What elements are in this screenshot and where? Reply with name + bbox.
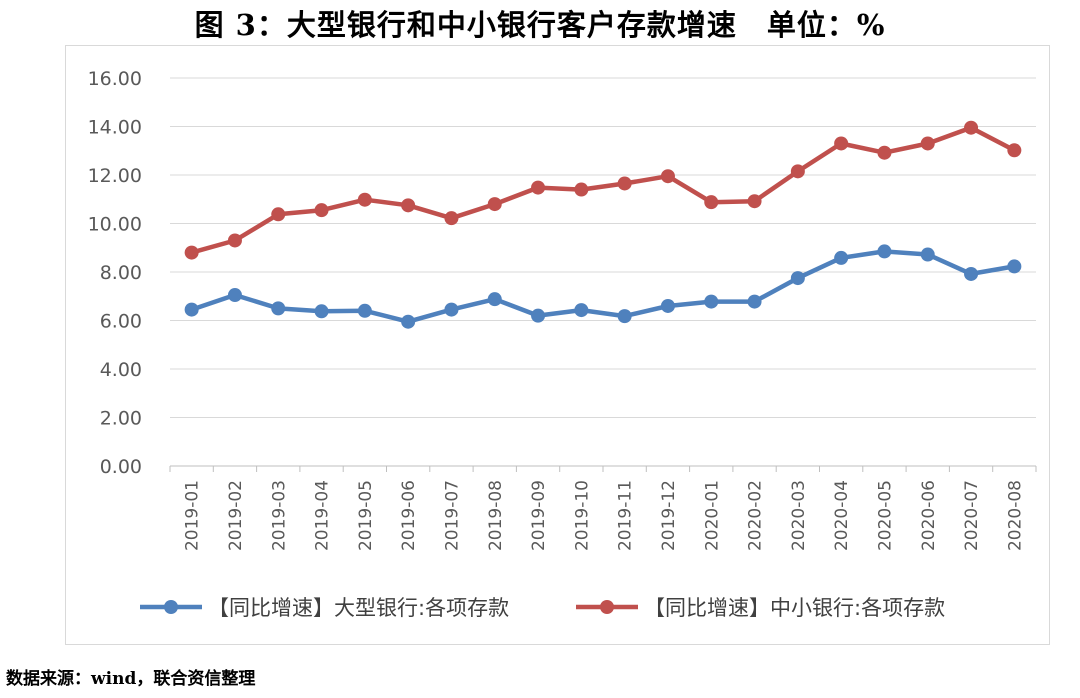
data-point — [227, 233, 242, 248]
x-tick-label: 2020-04 — [832, 480, 852, 551]
legend-swatch-marker — [164, 600, 178, 614]
data-point — [184, 245, 199, 260]
y-tick-label: 10.00 — [88, 214, 142, 236]
data-point — [834, 250, 849, 265]
data-point — [487, 197, 502, 212]
data-point — [227, 288, 242, 303]
x-tick-label: 2020-03 — [789, 480, 809, 551]
y-tick-label: 8.00 — [100, 262, 142, 284]
y-tick-label: 14.00 — [88, 117, 142, 139]
data-point — [920, 247, 935, 262]
data-point — [704, 294, 719, 309]
data-point — [1007, 143, 1022, 158]
data-point — [487, 292, 502, 307]
legend-label: 【同比增速】中小银行:各项存款 — [644, 596, 945, 620]
legend-swatch-marker — [600, 600, 614, 614]
data-point — [444, 211, 459, 226]
data-point — [964, 120, 979, 135]
data-point — [617, 176, 632, 191]
x-tick-label: 2019-02 — [226, 480, 246, 551]
data-point — [704, 195, 719, 210]
x-tick-label: 2020-02 — [746, 480, 766, 551]
data-point — [747, 194, 762, 209]
series-line-2 — [191, 125, 1016, 255]
data-point — [747, 294, 762, 309]
y-tick-label: 0.00 — [100, 456, 142, 478]
chart-frame — [65, 45, 1050, 645]
source-note: 数据来源：wind，联合资信整理 — [6, 669, 256, 689]
y-tick-label: 12.00 — [88, 165, 142, 187]
x-tick-label: 2020-07 — [962, 480, 982, 551]
data-point — [1007, 259, 1022, 274]
x-tick-label: 2020-01 — [702, 480, 722, 551]
data-point — [964, 266, 979, 281]
x-tick-label: 2019-09 — [529, 480, 549, 551]
data-point — [531, 308, 546, 323]
x-tick-label: 2019-07 — [442, 480, 462, 551]
data-point — [271, 301, 286, 316]
data-point — [920, 136, 935, 151]
data-point — [660, 169, 675, 184]
data-point — [834, 136, 849, 151]
chart-title: 图 3：大型银行和中小银行客户存款增速 单位：% — [194, 8, 886, 42]
y-tick-label: 2.00 — [100, 408, 142, 430]
x-tick-label: 2019-01 — [183, 480, 203, 551]
series-line-1 — [190, 249, 1015, 324]
x-tick-label: 2019-08 — [486, 480, 506, 551]
data-point — [184, 302, 199, 317]
y-tick-label: 4.00 — [100, 359, 142, 381]
x-tick-label: 2019-12 — [659, 480, 679, 551]
data-point — [444, 302, 459, 317]
legend-label: 【同比增速】大型银行:各项存款 — [208, 596, 509, 620]
data-point — [531, 180, 546, 195]
data-point — [401, 314, 416, 329]
data-point — [357, 303, 372, 318]
x-tick-label: 2019-04 — [313, 480, 333, 551]
data-point — [877, 244, 892, 259]
x-tick-label: 2019-06 — [399, 480, 419, 551]
x-tick-label: 2019-05 — [356, 480, 376, 551]
data-point — [660, 298, 675, 313]
y-tick-label: 16.00 — [88, 68, 142, 90]
x-tick-label: 2019-03 — [269, 480, 289, 551]
data-point — [574, 182, 589, 197]
data-point — [314, 203, 329, 218]
data-point — [790, 164, 805, 179]
x-tick-label: 2020-05 — [875, 480, 895, 551]
x-tick-label: 2019-11 — [616, 480, 636, 551]
data-point — [617, 309, 632, 324]
data-point — [401, 198, 416, 213]
data-point — [790, 271, 805, 286]
data-point — [357, 192, 372, 207]
data-point — [574, 303, 589, 318]
x-tick-label: 2020-08 — [1005, 480, 1025, 551]
data-point — [877, 145, 892, 160]
x-tick-label: 2020-06 — [919, 480, 939, 551]
data-point — [271, 207, 286, 222]
y-tick-label: 6.00 — [100, 311, 142, 333]
x-tick-label: 2019-10 — [572, 480, 592, 551]
data-point — [314, 304, 329, 319]
